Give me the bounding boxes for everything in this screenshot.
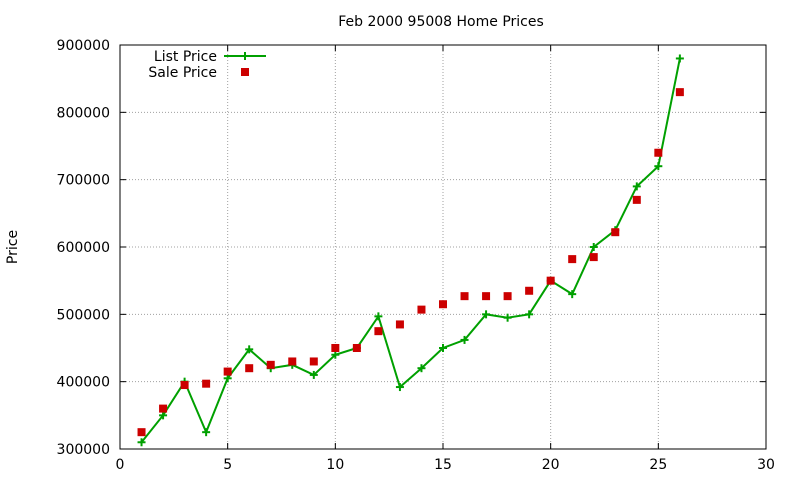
y-tick-label: 600000: [57, 240, 110, 256]
list-price-point: [632, 182, 641, 191]
sale-price-point: [675, 88, 684, 97]
sale-price-point: [395, 320, 404, 329]
legend-label: List Price: [154, 49, 217, 65]
list-price-point: [331, 350, 340, 359]
sale-price-point: [611, 228, 620, 237]
y-tick-label: 800000: [57, 105, 110, 121]
axes: 0 5 10 15 20 25 30 300000 400000 500000 600000 7000…: [57, 38, 775, 473]
y-tick-label: 400000: [57, 375, 110, 391]
sale-price-point: [266, 360, 275, 369]
list-price-point: [675, 54, 684, 63]
sale-price-point: [331, 344, 340, 352]
sale-price-point: [482, 292, 491, 301]
sale-price-point: [245, 364, 254, 373]
list-price-point: [589, 243, 598, 251]
series-line-list-price: [140, 58, 681, 443]
y-tick-label: 900000: [57, 38, 110, 54]
sale-price-point: [568, 255, 577, 264]
sale-price-point: [439, 300, 447, 309]
list-price-point: [202, 428, 211, 437]
x-tick-label: 15: [434, 457, 452, 473]
x-tick-label: 25: [649, 457, 667, 473]
list-price-point: [460, 335, 469, 344]
sale-price-point: [654, 148, 663, 157]
sale-price-point: [589, 253, 598, 262]
list-price-point: [525, 310, 534, 319]
chart-title: Feb 2000 95008 Home Prices: [338, 14, 544, 30]
y-axis-label: Price: [5, 230, 21, 264]
y-tick-label: 700000: [57, 173, 110, 189]
sale-price-point: [180, 381, 189, 390]
list-price-point: [159, 411, 168, 420]
series-layer: [137, 54, 684, 447]
x-tick-label: 0: [116, 457, 125, 473]
list-price-point: [417, 364, 426, 373]
legend-marker: [241, 52, 249, 60]
legend-label: Sale Price: [148, 65, 217, 81]
list-price-point: [137, 438, 146, 447]
list-price-point: [503, 313, 512, 322]
sale-price-point: [159, 404, 168, 413]
sale-price-point: [288, 357, 297, 366]
sale-price-point: [352, 344, 361, 352]
list-price-point: [395, 383, 404, 392]
x-tick-label: 10: [326, 457, 344, 473]
sale-price-point: [460, 292, 469, 301]
sale-price-point: [525, 286, 534, 295]
list-price-point: [245, 345, 254, 354]
list-price-point: [568, 290, 577, 299]
list-price-point: [439, 344, 447, 352]
sale-price-point: [632, 195, 641, 204]
sale-price-point: [503, 292, 512, 301]
list-price-point: [309, 370, 318, 379]
list-price-point: [223, 374, 232, 383]
x-tick-label: 30: [757, 457, 775, 473]
sale-price-point: [417, 305, 426, 314]
sale-price-point: [374, 327, 383, 336]
list-price-point: [654, 162, 663, 171]
grid: [120, 45, 766, 449]
sale-price-point: [137, 428, 146, 437]
y-tick-label: 300000: [57, 442, 110, 458]
sale-price-point: [546, 276, 555, 285]
x-tick-label: 20: [542, 457, 560, 473]
y-tick-label: 500000: [57, 307, 110, 323]
sale-price-point: [223, 367, 232, 376]
x-tick-label: 5: [223, 457, 232, 473]
sale-price-point: [309, 357, 318, 366]
list-price-point: [482, 310, 491, 319]
list-price-point: [374, 312, 383, 321]
legend-marker: [241, 68, 249, 76]
sale-price-point: [202, 379, 211, 388]
